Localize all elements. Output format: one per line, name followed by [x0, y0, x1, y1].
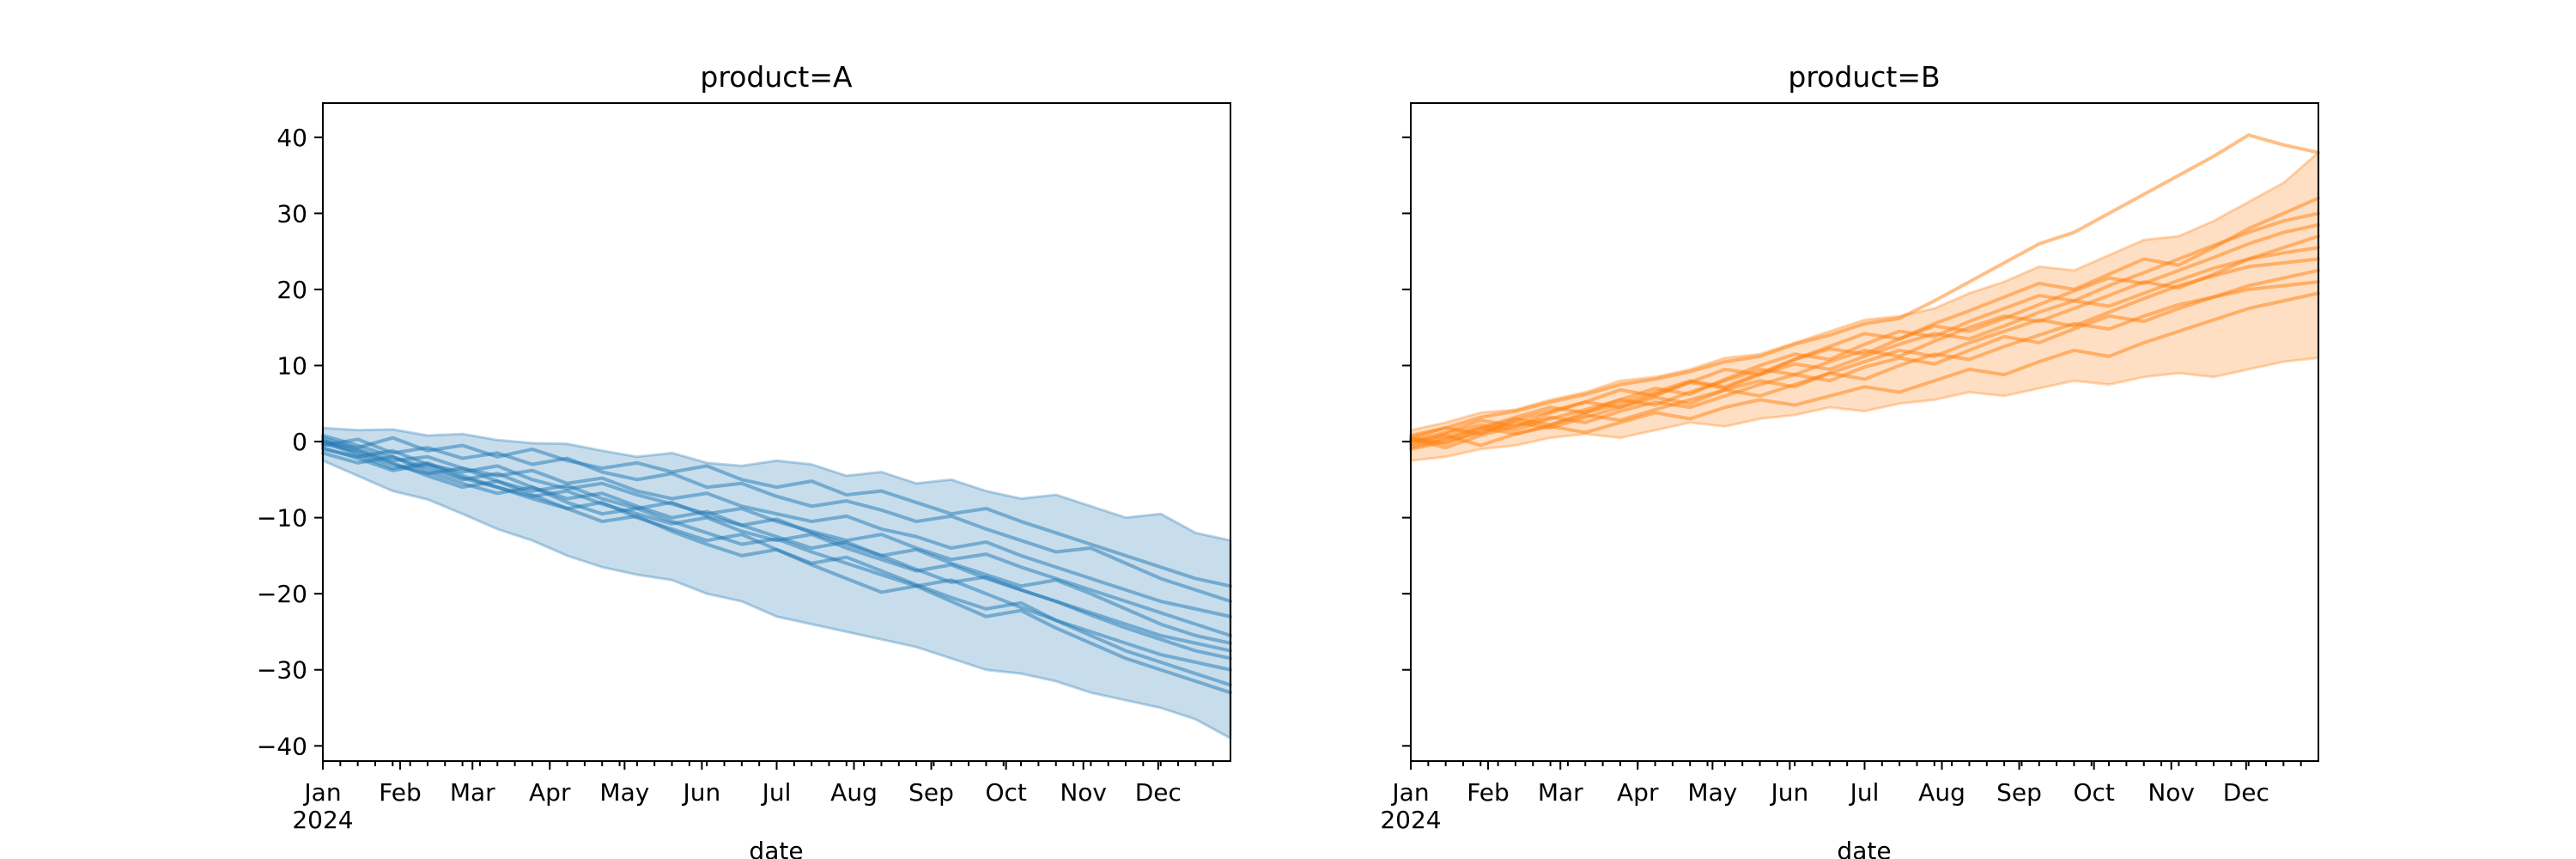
- panel-product-b: Jan Feb Mar Apr May Jun Jul Aug Sep Oct Nov Dec: [1390, 102, 2320, 807]
- series-line-unit-7: [321, 433, 1232, 661]
- x-tick-label-oct: Oct: [2073, 778, 2114, 807]
- series-line-unit-7: [1409, 222, 2320, 446]
- x-tick-label-may: May: [599, 778, 649, 807]
- x-tick-label-mar: Mar: [450, 778, 495, 807]
- x-tick-label-feb: Feb: [1467, 778, 1510, 807]
- y-tick-label: −20: [257, 580, 307, 608]
- x-tick-label-apr: Apr: [1617, 778, 1659, 807]
- series-line-unit-4: [321, 447, 1232, 637]
- series-line-unit-6: [1409, 234, 2320, 446]
- series-line-unit-5: [321, 438, 1232, 645]
- x-tick-label-aug: Aug: [830, 778, 878, 807]
- x-tick-label-jan: Jan: [1390, 778, 1429, 807]
- y-tick-label: 0: [292, 428, 307, 456]
- x-tick-label-sep: Sep: [908, 778, 954, 807]
- x-tick-label-jan: Jan: [302, 778, 341, 807]
- panel-b-title: product=B: [1788, 60, 1940, 94]
- y-tick-label: 30: [276, 199, 307, 228]
- x-tick-label-nov: Nov: [2148, 778, 2195, 807]
- x-tick-label-jun: Jun: [682, 778, 721, 807]
- y-tick-label: 40: [276, 124, 307, 152]
- panel-b-xlabel: date: [1837, 837, 1891, 859]
- y-tick-label: −40: [257, 732, 307, 760]
- series-line-unit-4: [1409, 257, 2320, 451]
- panel-a-title: product=A: [700, 60, 853, 94]
- series-line-unit-9: [1409, 196, 2320, 442]
- panel-a-year-tick-label: 2024: [292, 806, 353, 834]
- x-tick-label-jul: Jul: [1849, 778, 1880, 807]
- x-tick-label-jun: Jun: [1770, 778, 1809, 807]
- x-tick-label-dec: Dec: [2223, 778, 2269, 807]
- x-tick-label-oct: Oct: [985, 778, 1026, 807]
- x-tick-label-sep: Sep: [1996, 778, 2042, 807]
- panel-product-a: Jan Feb Mar Apr May Jun Jul Aug Sep Oct Nov Dec 40 30…: [257, 102, 1232, 807]
- x-tick-label-jul: Jul: [761, 778, 792, 807]
- y-tick-label: −30: [257, 656, 307, 685]
- series-line-unit-10: [321, 442, 1232, 695]
- panel-a-xlabel: date: [749, 837, 803, 859]
- y-tick-label: 20: [276, 276, 307, 304]
- series-line-unit-1: [321, 436, 1232, 588]
- x-tick-label-apr: Apr: [529, 778, 571, 807]
- y-tick-label: 10: [276, 352, 307, 381]
- series-line-unit-1: [1409, 291, 2320, 448]
- x-tick-label-nov: Nov: [1060, 778, 1107, 807]
- x-tick-label-may: May: [1687, 778, 1737, 807]
- y-tick-label: −10: [257, 504, 307, 533]
- series-line-unit-10: [1409, 133, 2320, 440]
- x-tick-label-aug: Aug: [1918, 778, 1965, 807]
- series-line-unit-2: [321, 437, 1232, 604]
- x-tick-label-feb: Feb: [379, 778, 422, 807]
- x-tick-label-mar: Mar: [1538, 778, 1583, 807]
- panel-b-year-tick-label: 2024: [1380, 806, 1441, 834]
- x-tick-label-dec: Dec: [1135, 778, 1182, 807]
